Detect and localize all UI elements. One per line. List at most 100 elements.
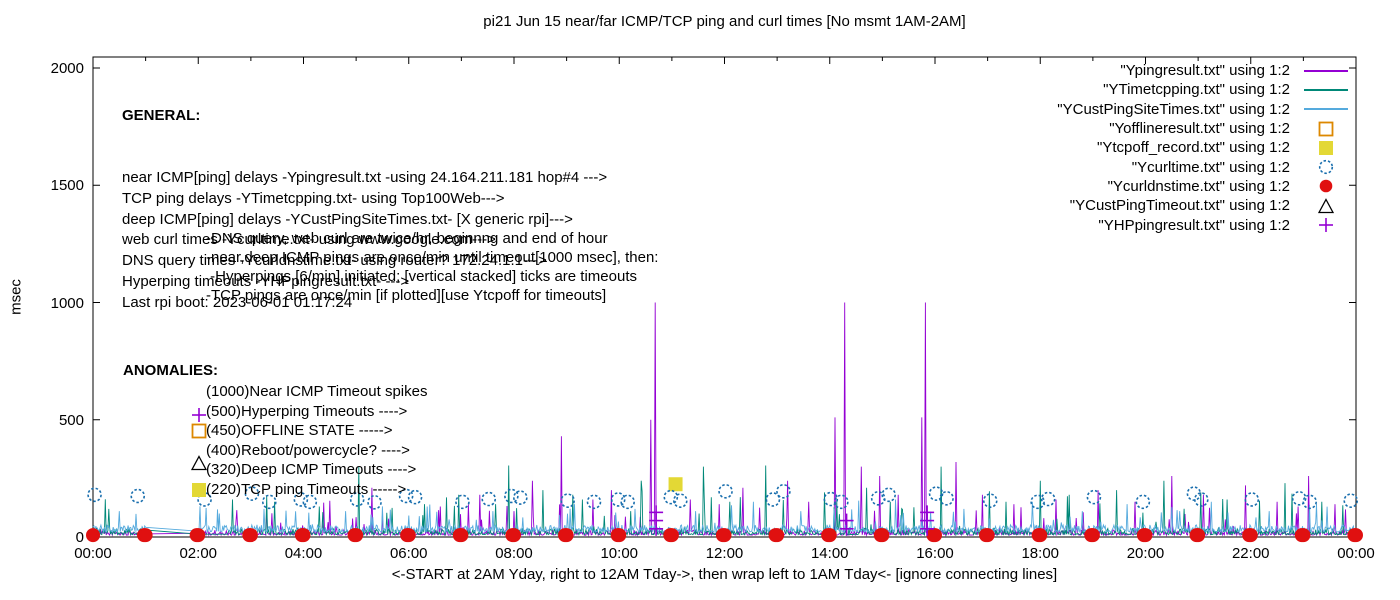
point-Ycurltime.txt bbox=[1244, 492, 1260, 507]
point-Ycurltime.txt bbox=[504, 488, 519, 504]
point-Ycurltime.txt bbox=[302, 494, 318, 510]
point-Ycurltime.txt bbox=[197, 492, 212, 507]
legend-row-YCustPingTimeout.txt: "YCustPingTimeout.txt" using 1:2 bbox=[1057, 196, 1350, 215]
legend-row-Yofflineresult.txt: "Yofflineresult.txt" using 1:2 bbox=[1057, 119, 1350, 138]
point-Ycurldnstime.txt bbox=[507, 528, 521, 543]
point-Ycurltime.txt bbox=[663, 489, 679, 505]
anomaly-label: (500)Hyperping Timeouts ----> bbox=[206, 402, 408, 420]
point-Ycurldnstime.txt bbox=[243, 528, 258, 543]
general-line: DNS query times -Ycurldnstime.txt- using… bbox=[122, 252, 547, 270]
x-axis-caption: <-START at 2AM Yday, right to 12AM Tday-… bbox=[391, 566, 1058, 583]
legend-label: "Ycurltime.txt" using 1:2 bbox=[1131, 158, 1290, 176]
point-Ycurltime.txt bbox=[560, 493, 575, 508]
point-Ycurltime.txt bbox=[481, 491, 497, 507]
legend-marker-triangle-open-icon bbox=[1302, 197, 1350, 214]
point-Ytcpoff_record.txt bbox=[668, 477, 683, 492]
anomaly-label: (400)Reboot/powercycle? ----> bbox=[206, 441, 410, 459]
legend-label: "Ytcpoff_record.txt" using 1:2 bbox=[1097, 139, 1290, 157]
point-Ycurldnstime.txt bbox=[1243, 528, 1258, 543]
general-lines: near ICMP[ping] delays -Ypingresult.txt … bbox=[122, 168, 607, 314]
legend-marker-hline-icon bbox=[1302, 101, 1350, 117]
anomaly-item: (400)Reboot/powercycle? ----> bbox=[206, 442, 427, 462]
anomaly-label: (450)OFFLINE STATE -----> bbox=[206, 422, 393, 439]
legend-marker-circle-fill-icon bbox=[1302, 178, 1350, 194]
legend-row-Ypingresult.txt: "Ypingresult.txt" using 1:2 bbox=[1057, 61, 1350, 80]
x-tick-label: 04:00 bbox=[284, 545, 323, 562]
x-tick-label: 02:00 bbox=[179, 545, 218, 562]
legend-label: "YCustPingSiteTimes.txt" using 1:2 bbox=[1057, 100, 1290, 118]
point-Ycurltime.txt bbox=[1291, 491, 1307, 506]
anomaly-label: (220)TCP ping Timeouts -----> bbox=[206, 480, 407, 498]
y-tick-label: 2000 bbox=[50, 60, 84, 77]
point-Ycurltime.txt bbox=[586, 494, 602, 510]
legend-row-Ytcpoff_record.txt: "Ytcpoff_record.txt" using 1:2 bbox=[1057, 138, 1350, 157]
point-Ycurltime.txt bbox=[1302, 494, 1317, 510]
legend-marker-hline-icon bbox=[1302, 63, 1350, 79]
point-Ycurldnstime.txt bbox=[664, 528, 679, 543]
point-Ycurldnstime.txt bbox=[717, 528, 732, 543]
x-tick-label: 06:00 bbox=[389, 545, 428, 562]
point-Ycurltime.txt bbox=[834, 494, 849, 510]
legend-marker-circle-open-icon bbox=[1302, 159, 1350, 175]
legend-label: "YHPpingresult.txt" using 1:2 bbox=[1098, 216, 1290, 234]
point-Ycurltime.txt bbox=[672, 493, 688, 508]
point-Ycurldnstime.txt bbox=[980, 528, 995, 543]
point-Ycurltime.txt bbox=[1086, 489, 1102, 505]
point-Ycurldnstime.txt bbox=[191, 528, 206, 543]
point-Ycurltime.txt bbox=[349, 492, 365, 507]
point-Ycurldnstime.txt bbox=[1191, 528, 1206, 543]
point-Ycurltime.txt bbox=[718, 483, 733, 499]
point-Ycurltime.txt bbox=[244, 486, 260, 501]
point-Ycurldnstime.txt bbox=[349, 528, 364, 543]
point-Ycurldnstime.txt bbox=[138, 528, 153, 543]
point-Ycurltime.txt bbox=[407, 489, 423, 505]
point-Ycurltime.txt bbox=[620, 494, 635, 510]
general-sub-notes: -DNS query, web curl are twice/hr, begin… bbox=[206, 229, 658, 305]
point-Ycurltime.txt bbox=[610, 492, 626, 507]
point-Ycurldnstime.txt bbox=[1138, 528, 1153, 543]
general-notes-block: GENERAL: near ICMP[ping] delays -Ypingre… bbox=[122, 64, 607, 355]
point-Ycurltime.txt bbox=[765, 492, 781, 507]
legend-row-Ycurldnstime.txt: "Ycurldnstime.txt" using 1:2 bbox=[1057, 177, 1350, 196]
general-line: Last rpi boot: 2023-06-01 01:17:24 bbox=[122, 293, 353, 311]
point-Ycurldnstime.txt bbox=[770, 528, 785, 543]
general-line: Hyperping timeouts -YHPpingresult.txt- -… bbox=[122, 272, 410, 290]
legend-label: "Ycurldnstime.txt" using 1:2 bbox=[1107, 177, 1290, 195]
general-line: near ICMP[ping] delays -Ypingresult.txt … bbox=[122, 168, 608, 186]
general-note-line: -DNS query, web curl are twice/hr, begin… bbox=[206, 230, 608, 247]
point-Ycurldnstime.txt bbox=[454, 528, 469, 543]
point-Ycurltime.txt bbox=[455, 494, 470, 510]
anomaly-item: (450)OFFLINE STATE -----> bbox=[191, 422, 427, 442]
anomaly-item: (1000)Near ICMP Timeout spikes bbox=[206, 383, 427, 403]
x-tick-label: 22:00 bbox=[1231, 545, 1270, 562]
y-axis-label: msec bbox=[7, 279, 25, 315]
point-Ycurltime.txt bbox=[1343, 493, 1359, 508]
point-Ycurltime.txt bbox=[776, 483, 791, 499]
point-Ycurldnstime.txt bbox=[1033, 528, 1048, 543]
y-tick-label: 0 bbox=[75, 529, 84, 546]
x-tick-label: 20:00 bbox=[1126, 545, 1165, 562]
chart-title: pi21 Jun 15 near/far ICMP/TCP ping and c… bbox=[483, 13, 966, 30]
point-Ycurltime.txt bbox=[398, 488, 414, 504]
point-Ycurltime.txt bbox=[1193, 492, 1209, 507]
general-line: TCP ping delays -YTimetcpping.txt- using… bbox=[122, 189, 505, 207]
point-Ycurldnstime.txt bbox=[1296, 528, 1311, 543]
anomaly-item: (500)Hyperping Timeouts ----> bbox=[192, 402, 427, 423]
y-tick-label: 500 bbox=[58, 411, 84, 429]
anomaly-marker-triangle-open-icon bbox=[190, 455, 208, 471]
legend-label: "YTimetcpping.txt" using 1:2 bbox=[1103, 81, 1290, 99]
point-Ycurldnstime.txt bbox=[822, 528, 837, 543]
point-Ycurltime.txt bbox=[1135, 494, 1151, 510]
legend-marker-hline-icon bbox=[1302, 82, 1350, 98]
point-Ycurltime.txt bbox=[982, 493, 998, 508]
point-Ycurltime.txt bbox=[261, 494, 277, 510]
point-Ycurltime.txt bbox=[367, 494, 382, 510]
general-note-line: -near,deep ICMP pings are once/min until… bbox=[206, 249, 659, 266]
anomalies-heading: ANOMALIES: bbox=[123, 362, 218, 379]
point-Ycurltime.txt bbox=[928, 486, 944, 501]
legend-row-YTimetcpping.txt: "YTimetcpping.txt" using 1:2 bbox=[1057, 80, 1350, 99]
anomalies-list: (1000)Near ICMP Timeout spikes (500)Hyper… bbox=[190, 383, 427, 500]
x-tick-label: 08:00 bbox=[495, 545, 533, 562]
legend-row-YHPpingresult.txt: "YHPpingresult.txt" using 1:2 bbox=[1057, 215, 1350, 234]
